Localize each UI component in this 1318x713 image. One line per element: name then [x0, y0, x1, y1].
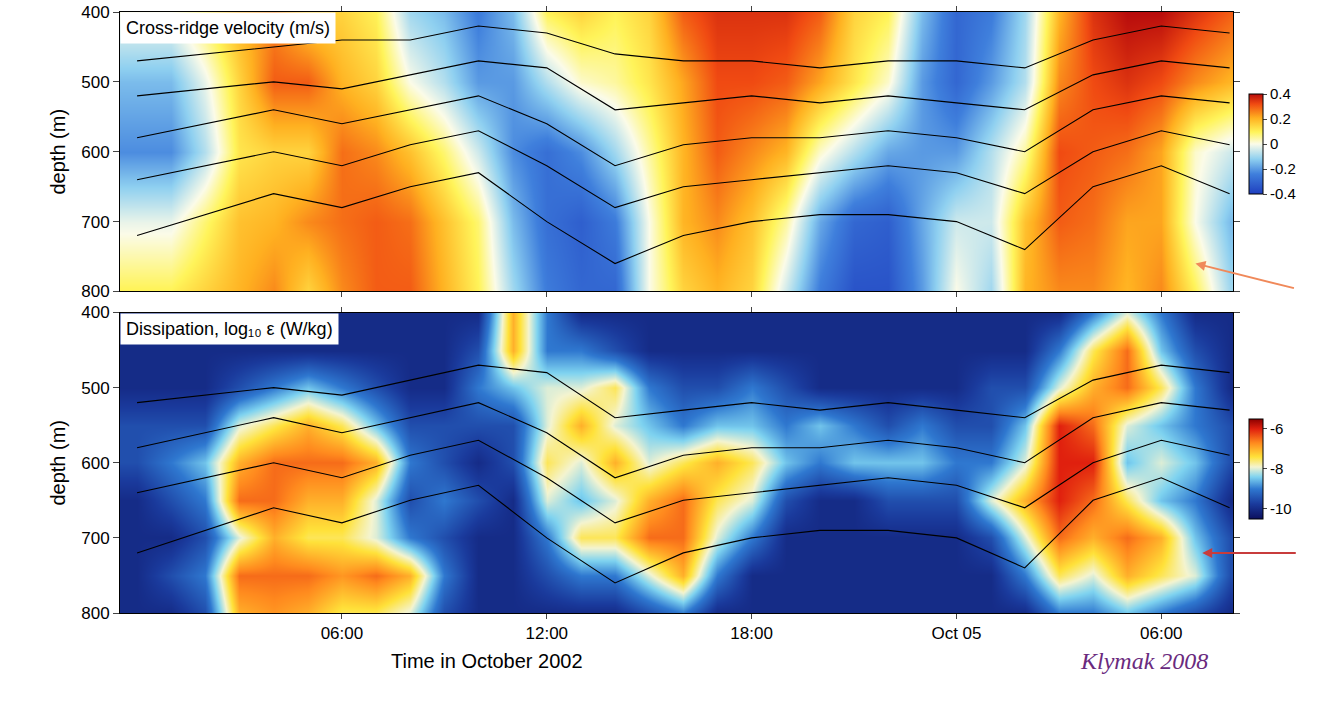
svg-text:500: 500 [81, 73, 109, 92]
svg-text:depth (m): depth (m) [47, 420, 69, 506]
svg-text:800: 800 [81, 282, 109, 301]
svg-text:600: 600 [81, 454, 109, 473]
svg-text:0.4: 0.4 [1270, 85, 1291, 102]
svg-text:-10: -10 [1270, 500, 1292, 517]
svg-text:06:00: 06:00 [1140, 624, 1183, 643]
svg-text:-8: -8 [1270, 460, 1283, 477]
svg-text:Time in October 2002: Time in October 2002 [391, 650, 583, 672]
svg-text:-0.4: -0.4 [1270, 185, 1296, 202]
svg-text:12:00: 12:00 [525, 624, 568, 643]
svg-text:Klymak 2008: Klymak 2008 [1080, 648, 1208, 674]
svg-text:0.2: 0.2 [1270, 110, 1291, 127]
svg-text:06:00: 06:00 [321, 624, 364, 643]
svg-text:500: 500 [81, 379, 109, 398]
svg-text:600: 600 [81, 143, 109, 162]
svg-text:Dissipation, log₁₀ ε (W/kg): Dissipation, log₁₀ ε (W/kg) [126, 319, 333, 339]
svg-text:0: 0 [1270, 135, 1278, 152]
svg-text:700: 700 [81, 529, 109, 548]
svg-text:-0.2: -0.2 [1270, 160, 1296, 177]
svg-text:-6: -6 [1270, 420, 1283, 437]
svg-text:400: 400 [81, 303, 109, 322]
svg-text:Oct 05: Oct 05 [931, 624, 981, 643]
svg-text:400: 400 [81, 3, 109, 22]
svg-text:Cross-ridge velocity (m/s): Cross-ridge velocity (m/s) [126, 18, 330, 38]
svg-text:700: 700 [81, 213, 109, 232]
svg-text:800: 800 [81, 604, 109, 623]
svg-text:18:00: 18:00 [730, 624, 773, 643]
svg-text:depth (m): depth (m) [47, 109, 69, 195]
